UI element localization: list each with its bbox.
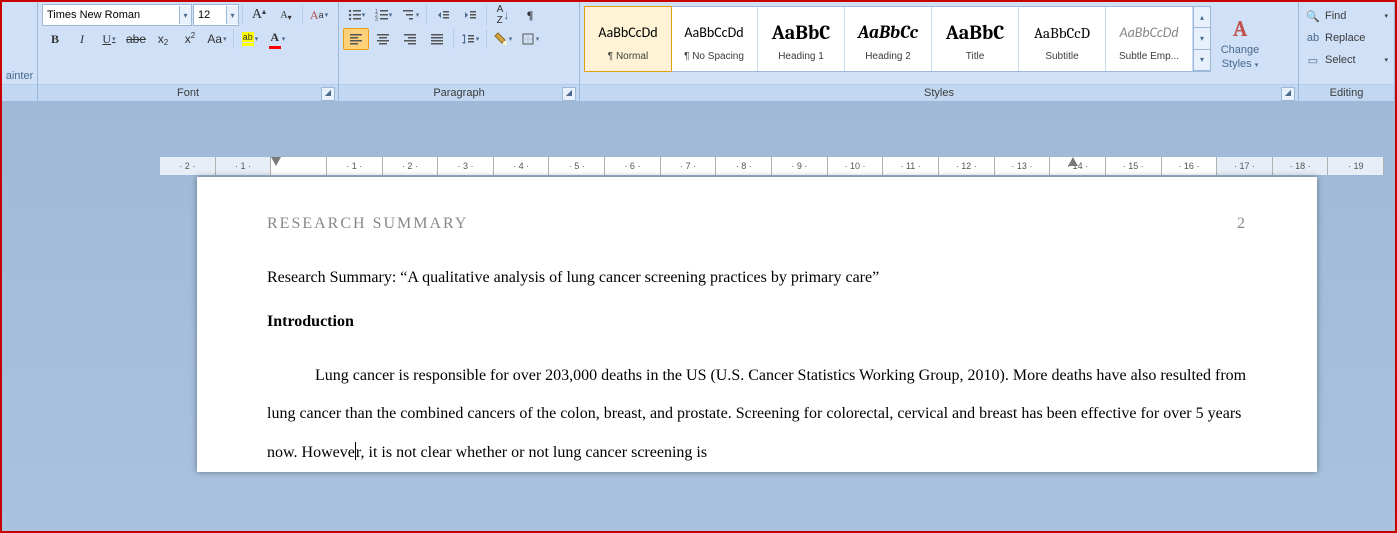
- find-icon: 🔍: [1305, 10, 1321, 23]
- section-heading: Introduction: [267, 313, 1247, 331]
- styles-dialog-launcher[interactable]: ◢: [1281, 87, 1295, 101]
- font-name-input[interactable]: [43, 6, 179, 24]
- underline-button[interactable]: U▾: [96, 28, 122, 50]
- font-group-label: Font◢: [38, 84, 338, 101]
- editing-group-label: Editing: [1299, 84, 1394, 101]
- paragraph-group: ▾ 123▾ ▾ AZ↓ ¶ ▾ ▾ ▾ Par: [339, 2, 580, 101]
- select-icon: ▭: [1305, 54, 1321, 67]
- styles-gallery: AaBbCcDd¶ NormalAaBbCcDd¶ No SpacingAaBb…: [584, 6, 1211, 72]
- font-size-combo[interactable]: ▾: [193, 4, 239, 26]
- font-dialog-launcher[interactable]: ◢: [321, 87, 335, 101]
- change-case-button[interactable]: Aa▾: [204, 28, 230, 50]
- document-title: Research Summary: “A qualitative analysi…: [267, 269, 1247, 287]
- justify-button[interactable]: [424, 28, 450, 50]
- svg-text:3: 3: [375, 17, 378, 22]
- replace-icon: ab: [1305, 32, 1321, 44]
- document-page[interactable]: RESEARCH SUMMARY 2 Research Summary: “A …: [197, 177, 1317, 472]
- format-painter-label: ainter: [2, 2, 37, 84]
- align-center-button[interactable]: [370, 28, 396, 50]
- increase-indent-button[interactable]: [457, 4, 483, 26]
- editing-group: 🔍Find▾ abReplace ▭Select▾ Editing: [1299, 2, 1395, 101]
- show-marks-button[interactable]: ¶: [517, 4, 543, 26]
- change-styles-button[interactable]: A Change Styles ▾: [1213, 6, 1267, 80]
- multilevel-list-button[interactable]: ▾: [397, 4, 423, 26]
- gallery-up-button[interactable]: ▴: [1194, 7, 1210, 28]
- grow-font-button[interactable]: A▴: [246, 4, 272, 26]
- shrink-font-button[interactable]: A▾: [273, 4, 299, 26]
- style---normal[interactable]: AaBbCcDd¶ Normal: [584, 6, 672, 72]
- select-button[interactable]: ▭Select▾: [1303, 50, 1390, 70]
- subscript-button[interactable]: x2: [150, 28, 176, 50]
- replace-button[interactable]: abReplace: [1303, 28, 1390, 48]
- style-heading-2[interactable]: AaBbCcHeading 2: [845, 7, 932, 71]
- document-body[interactable]: Lung cancer is responsible for over 203,…: [267, 357, 1247, 472]
- gallery-scroll: ▴ ▾ ▾: [1193, 7, 1210, 71]
- style-subtle-emp---[interactable]: AaBbCcDdSubtle Emp...: [1106, 7, 1193, 71]
- ruler-right-margin-marker[interactable]: [1068, 157, 1078, 166]
- bullets-button[interactable]: ▾: [343, 4, 369, 26]
- ruler-indent-marker[interactable]: [271, 157, 281, 166]
- style-heading-1[interactable]: AaBbCHeading 1: [758, 7, 845, 71]
- app-window: ainter ▾ ▾ A▴ A▾ Aa▾ B: [0, 0, 1397, 533]
- superscript-button[interactable]: x2: [177, 28, 203, 50]
- font-size-dropdown[interactable]: ▾: [226, 6, 238, 24]
- sort-button[interactable]: AZ↓: [490, 4, 516, 26]
- gallery-more-button[interactable]: ▾: [1194, 50, 1210, 71]
- font-name-combo[interactable]: ▾: [42, 4, 192, 26]
- page-header: RESEARCH SUMMARY 2: [267, 215, 1247, 233]
- gallery-down-button[interactable]: ▾: [1194, 28, 1210, 49]
- text-cursor: [355, 442, 356, 460]
- line-spacing-button[interactable]: ▾: [457, 28, 483, 50]
- clipboard-group-label: [2, 84, 37, 101]
- styles-group-label: Styles◢: [580, 84, 1298, 101]
- find-button[interactable]: 🔍Find▾: [1303, 6, 1390, 26]
- header-page-number: 2: [1237, 215, 1247, 233]
- document-workspace: · 2 ·· 1 ·· 1 ·· 2 ·· 3 ·· 4 ·· 5 ·· 6 ·…: [2, 102, 1395, 531]
- change-styles-icon: A: [1233, 16, 1247, 42]
- styles-group: AaBbCcDd¶ NormalAaBbCcDd¶ No SpacingAaBb…: [580, 2, 1299, 101]
- borders-button[interactable]: ▾: [517, 28, 543, 50]
- italic-button[interactable]: I: [69, 28, 95, 50]
- shading-button[interactable]: ▾: [490, 28, 516, 50]
- horizontal-ruler[interactable]: · 2 ·· 1 ·· 1 ·· 2 ·· 3 ·· 4 ·· 5 ·· 6 ·…: [159, 156, 1385, 176]
- paragraph-dialog-launcher[interactable]: ◢: [562, 87, 576, 101]
- style---no-spacing[interactable]: AaBbCcDd¶ No Spacing: [671, 7, 758, 71]
- clear-formatting-button[interactable]: Aa▾: [306, 4, 332, 26]
- highlight-button[interactable]: ab▾: [237, 28, 263, 50]
- align-left-button[interactable]: [343, 28, 369, 50]
- style-subtitle[interactable]: AaBbCcDSubtitle: [1019, 7, 1106, 71]
- align-right-button[interactable]: [397, 28, 423, 50]
- numbering-button[interactable]: 123▾: [370, 4, 396, 26]
- header-left: RESEARCH SUMMARY: [267, 215, 468, 233]
- decrease-indent-button[interactable]: [430, 4, 456, 26]
- style-title[interactable]: AaBbCTitle: [932, 7, 1019, 71]
- bold-button[interactable]: B: [42, 28, 68, 50]
- font-color-button[interactable]: A▾: [264, 28, 290, 50]
- font-group: ▾ ▾ A▴ A▾ Aa▾ B I U▾ abe x2 x2 Aa▾: [38, 2, 339, 101]
- ribbon: ainter ▾ ▾ A▴ A▾ Aa▾ B: [2, 2, 1395, 102]
- font-size-input[interactable]: [194, 6, 226, 24]
- font-name-dropdown[interactable]: ▾: [179, 6, 191, 24]
- strikethrough-button[interactable]: abe: [123, 28, 149, 50]
- clipboard-group: ainter: [2, 2, 38, 101]
- paragraph-group-label: Paragraph◢: [339, 84, 579, 101]
